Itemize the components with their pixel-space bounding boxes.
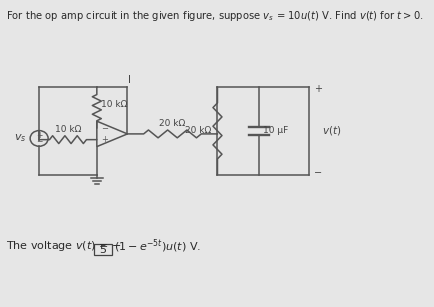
Text: +: + bbox=[101, 135, 108, 144]
Text: +: + bbox=[36, 131, 42, 140]
Text: $v_s$: $v_s$ bbox=[14, 133, 26, 144]
Text: −: − bbox=[101, 124, 108, 133]
Text: −: − bbox=[36, 137, 42, 146]
Text: $(1 - e^{-5t})u(t)$ V.: $(1 - e^{-5t})u(t)$ V. bbox=[114, 238, 201, 255]
Text: 20 kΩ: 20 kΩ bbox=[184, 126, 211, 135]
Text: 10 μF: 10 μF bbox=[263, 126, 288, 135]
Text: $v(t)$: $v(t)$ bbox=[321, 124, 341, 138]
Text: 20 kΩ: 20 kΩ bbox=[159, 119, 185, 129]
Text: I: I bbox=[127, 75, 130, 85]
Text: For the op amp circuit in the given figure, suppose $v_s$ = 10$u(t)$ V. Find $v(: For the op amp circuit in the given figu… bbox=[6, 10, 422, 23]
Bar bbox=[93, 244, 111, 255]
Text: −: − bbox=[314, 168, 322, 178]
Text: 10 kΩ: 10 kΩ bbox=[101, 100, 127, 109]
Text: The voltage $v(t)$ = −: The voltage $v(t)$ = − bbox=[6, 239, 121, 253]
Text: 10 kΩ: 10 kΩ bbox=[55, 125, 81, 134]
Text: +: + bbox=[314, 84, 322, 94]
Text: 5: 5 bbox=[99, 245, 106, 255]
